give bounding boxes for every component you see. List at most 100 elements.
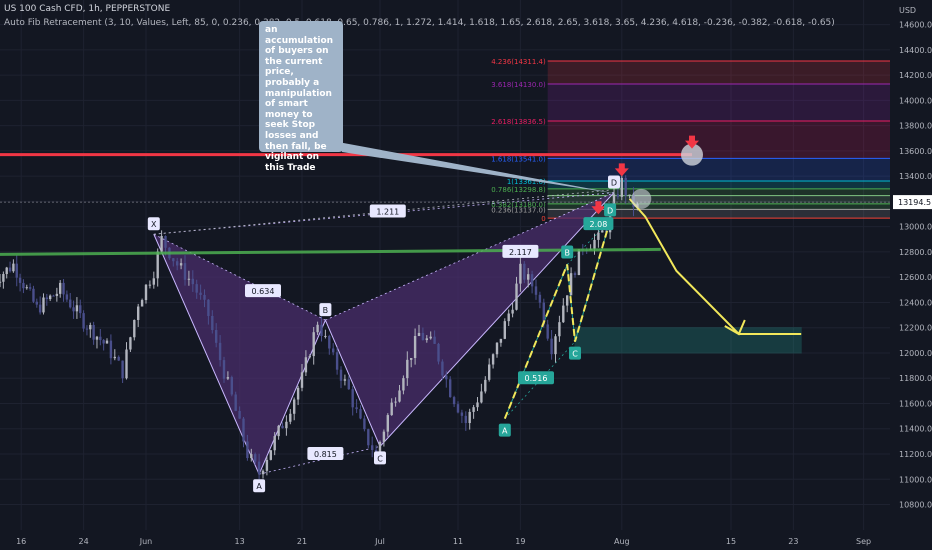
ratio-label-bg bbox=[245, 284, 281, 298]
candle-body bbox=[452, 397, 456, 405]
chart-labels: X A B C D 0.634 0.815 1.211 2.117 A B C D 0.516 2.08 bbox=[147, 175, 620, 493]
candle-body bbox=[82, 313, 85, 329]
time-tick-label: 15 bbox=[726, 537, 736, 546]
highlight-circle bbox=[631, 188, 652, 209]
price-tick-label: 14600.00 bbox=[899, 21, 932, 30]
ratio-label-bg bbox=[369, 204, 406, 218]
price-tick-label: 13600.00 bbox=[899, 147, 932, 156]
candle-body bbox=[195, 284, 198, 293]
time-tick-label: Jul bbox=[374, 537, 385, 546]
indicator-legend: Auto Fib Retracement (3, 10, Values, Lef… bbox=[4, 18, 835, 28]
candle-body bbox=[75, 305, 79, 312]
candle-body bbox=[211, 315, 214, 331]
point-label-bg bbox=[319, 303, 332, 317]
candle-body bbox=[85, 328, 89, 330]
time-tick-label: 21 bbox=[297, 537, 307, 546]
ratio2-label: 2.08 bbox=[589, 220, 607, 229]
time-tick-label: 13 bbox=[235, 537, 245, 546]
ratio2-label-bg bbox=[583, 217, 614, 231]
candle-body bbox=[230, 377, 233, 395]
price-tick-label: 11200.00 bbox=[899, 450, 932, 459]
candle-body bbox=[390, 402, 393, 416]
current-price-bg bbox=[893, 195, 932, 210]
candle-body bbox=[324, 335, 327, 337]
ratio2-label: 0.516 bbox=[525, 374, 548, 383]
ratio-label: 0.634 bbox=[252, 287, 275, 296]
point-label-bg bbox=[147, 217, 160, 231]
candle-body bbox=[363, 418, 366, 430]
callout-pointer bbox=[338, 142, 618, 194]
candle-body bbox=[308, 356, 311, 358]
price-axis: USD 10800.00 11000.00 11200.00 11400.00 11600… bbox=[890, 0, 932, 550]
candle-body bbox=[207, 299, 210, 316]
time-tick-label: 24 bbox=[79, 537, 89, 546]
candle-body bbox=[59, 282, 62, 294]
candle-body bbox=[52, 295, 55, 297]
annotation-callout[interactable]: an accumulation of buyers on the current… bbox=[259, 21, 343, 173]
fib-level-label: 3.618(14130.0) bbox=[491, 81, 546, 89]
candle-body bbox=[72, 307, 75, 312]
candle-body bbox=[441, 361, 444, 376]
ratio-label-bg bbox=[502, 244, 539, 258]
candle-body bbox=[332, 348, 335, 353]
candle-body bbox=[137, 306, 140, 320]
candle-body bbox=[102, 340, 105, 344]
time-tick-label: 16 bbox=[16, 537, 26, 546]
fib-zone bbox=[547, 188, 890, 196]
candle-body bbox=[312, 332, 315, 357]
candle-body bbox=[445, 375, 448, 380]
time-axis: 16 24 Jun 13 21 Jul 11 19 Aug 15 23 Sep bbox=[0, 530, 890, 550]
fib-zone bbox=[547, 195, 890, 204]
candle-body bbox=[183, 263, 187, 280]
candle-body bbox=[246, 441, 249, 459]
candle-body bbox=[18, 277, 22, 283]
candle-body bbox=[238, 410, 241, 419]
candle-body bbox=[542, 302, 545, 325]
candle-body bbox=[464, 415, 467, 424]
candle-body bbox=[12, 263, 15, 272]
point2-label: B bbox=[564, 249, 570, 258]
down-arrow-icon bbox=[614, 163, 629, 177]
price-tick-label: 13000.00 bbox=[899, 223, 932, 232]
candle-body bbox=[129, 337, 132, 350]
point2-label-bg bbox=[604, 203, 617, 217]
candle-body bbox=[566, 295, 569, 306]
point-label: X bbox=[151, 220, 157, 229]
candle-body bbox=[148, 284, 152, 286]
candle-body bbox=[38, 304, 42, 313]
fib-zone bbox=[547, 121, 890, 159]
candle-body bbox=[534, 286, 538, 295]
candle-body bbox=[339, 369, 343, 381]
support-line bbox=[0, 247, 661, 256]
candle-body bbox=[242, 418, 245, 442]
point-label-bg bbox=[374, 451, 386, 465]
candle-body bbox=[293, 399, 296, 414]
fib-level-label: 0.236(13137.0) bbox=[491, 206, 546, 214]
point-label: D bbox=[611, 179, 617, 188]
time-tick-label: Jun bbox=[139, 537, 153, 546]
point2-label: C bbox=[572, 350, 578, 359]
price-tick-label: 11800.00 bbox=[899, 374, 932, 383]
candle-body bbox=[152, 278, 155, 285]
target-zone bbox=[574, 327, 802, 354]
candle-body bbox=[577, 249, 581, 276]
ratio-label: 1.211 bbox=[376, 208, 399, 217]
fib-level-label: 1.618(13541.0) bbox=[491, 155, 546, 163]
fib-zone bbox=[547, 180, 890, 189]
candle-body bbox=[65, 294, 69, 300]
candle-body bbox=[335, 352, 339, 370]
price-tick-label: 12400.00 bbox=[899, 298, 932, 307]
candle-body bbox=[32, 288, 35, 302]
candle-body bbox=[69, 299, 72, 308]
candle-body bbox=[398, 390, 401, 402]
candle-body bbox=[35, 301, 38, 305]
candle-body bbox=[89, 325, 92, 330]
point-label-bg bbox=[608, 175, 620, 189]
candle-body bbox=[620, 177, 623, 197]
xd-line bbox=[153, 189, 611, 235]
pattern-bcd bbox=[325, 192, 614, 447]
point2-label: D bbox=[607, 206, 613, 215]
candle-body bbox=[273, 436, 276, 451]
projection-path bbox=[628, 198, 802, 336]
